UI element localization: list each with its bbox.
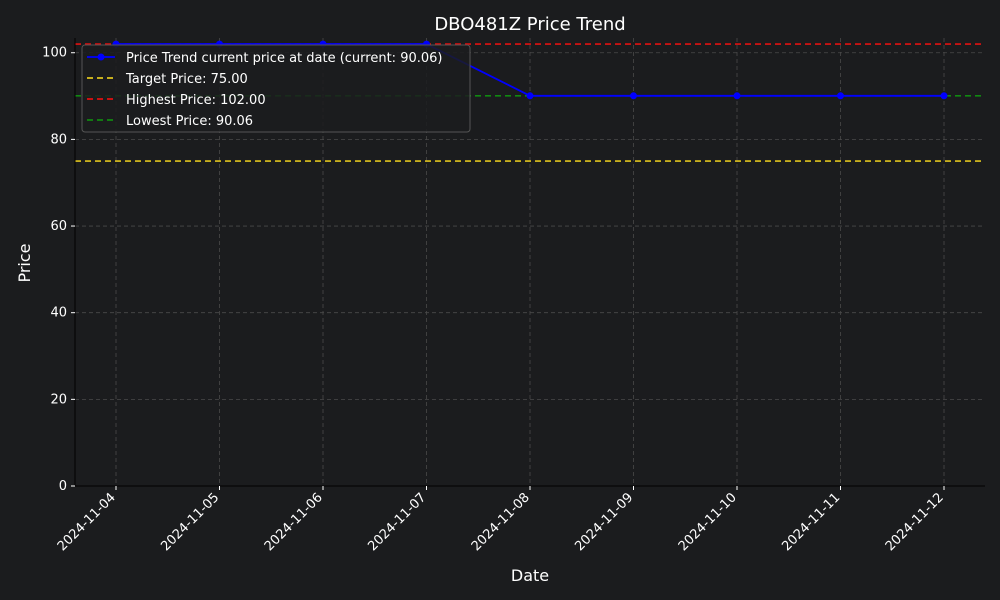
chart-title: DBO481Z Price Trend <box>434 14 625 35</box>
y-tick-label: 80 <box>50 132 67 147</box>
legend-label: Lowest Price: 90.06 <box>126 114 253 129</box>
legend-label: Price Trend current price at date (curre… <box>126 51 442 66</box>
x-tick-label: 2024-11-06 <box>262 490 326 554</box>
y-tick-label: 20 <box>50 392 67 407</box>
data-point <box>630 92 637 100</box>
legend-label: Highest Price: 102.00 <box>126 93 266 108</box>
legend-label: Target Price: 75.00 <box>125 72 248 87</box>
y-tick-label: 0 <box>59 479 67 494</box>
x-tick-label: 2024-11-11 <box>779 490 843 554</box>
data-point <box>733 92 741 100</box>
data-point <box>940 92 948 100</box>
data-point <box>837 92 844 100</box>
x-tick-label: 2024-11-04 <box>55 490 119 554</box>
data-point <box>526 92 534 100</box>
y-tick-label: 100 <box>42 46 67 61</box>
x-tick-label: 2024-11-07 <box>365 490 429 554</box>
y-tick-label: 60 <box>50 219 67 234</box>
y-tick-label: 40 <box>50 306 67 321</box>
legend-box <box>81 44 471 133</box>
x-tick-label: 2024-11-08 <box>469 490 533 554</box>
x-tick-label: 2024-11-05 <box>158 490 222 554</box>
grid <box>75 38 985 487</box>
x-axis-label: Date <box>511 566 549 585</box>
legend-marker <box>97 53 105 61</box>
x-tick-label: 2024-11-12 <box>883 490 947 554</box>
legend: Price Trend current price at date (curre… <box>81 44 471 133</box>
x-tick-label: 2024-11-10 <box>676 490 740 554</box>
y-axis-label: Price <box>15 243 34 282</box>
x-tick-label: 2024-11-09 <box>572 490 636 554</box>
